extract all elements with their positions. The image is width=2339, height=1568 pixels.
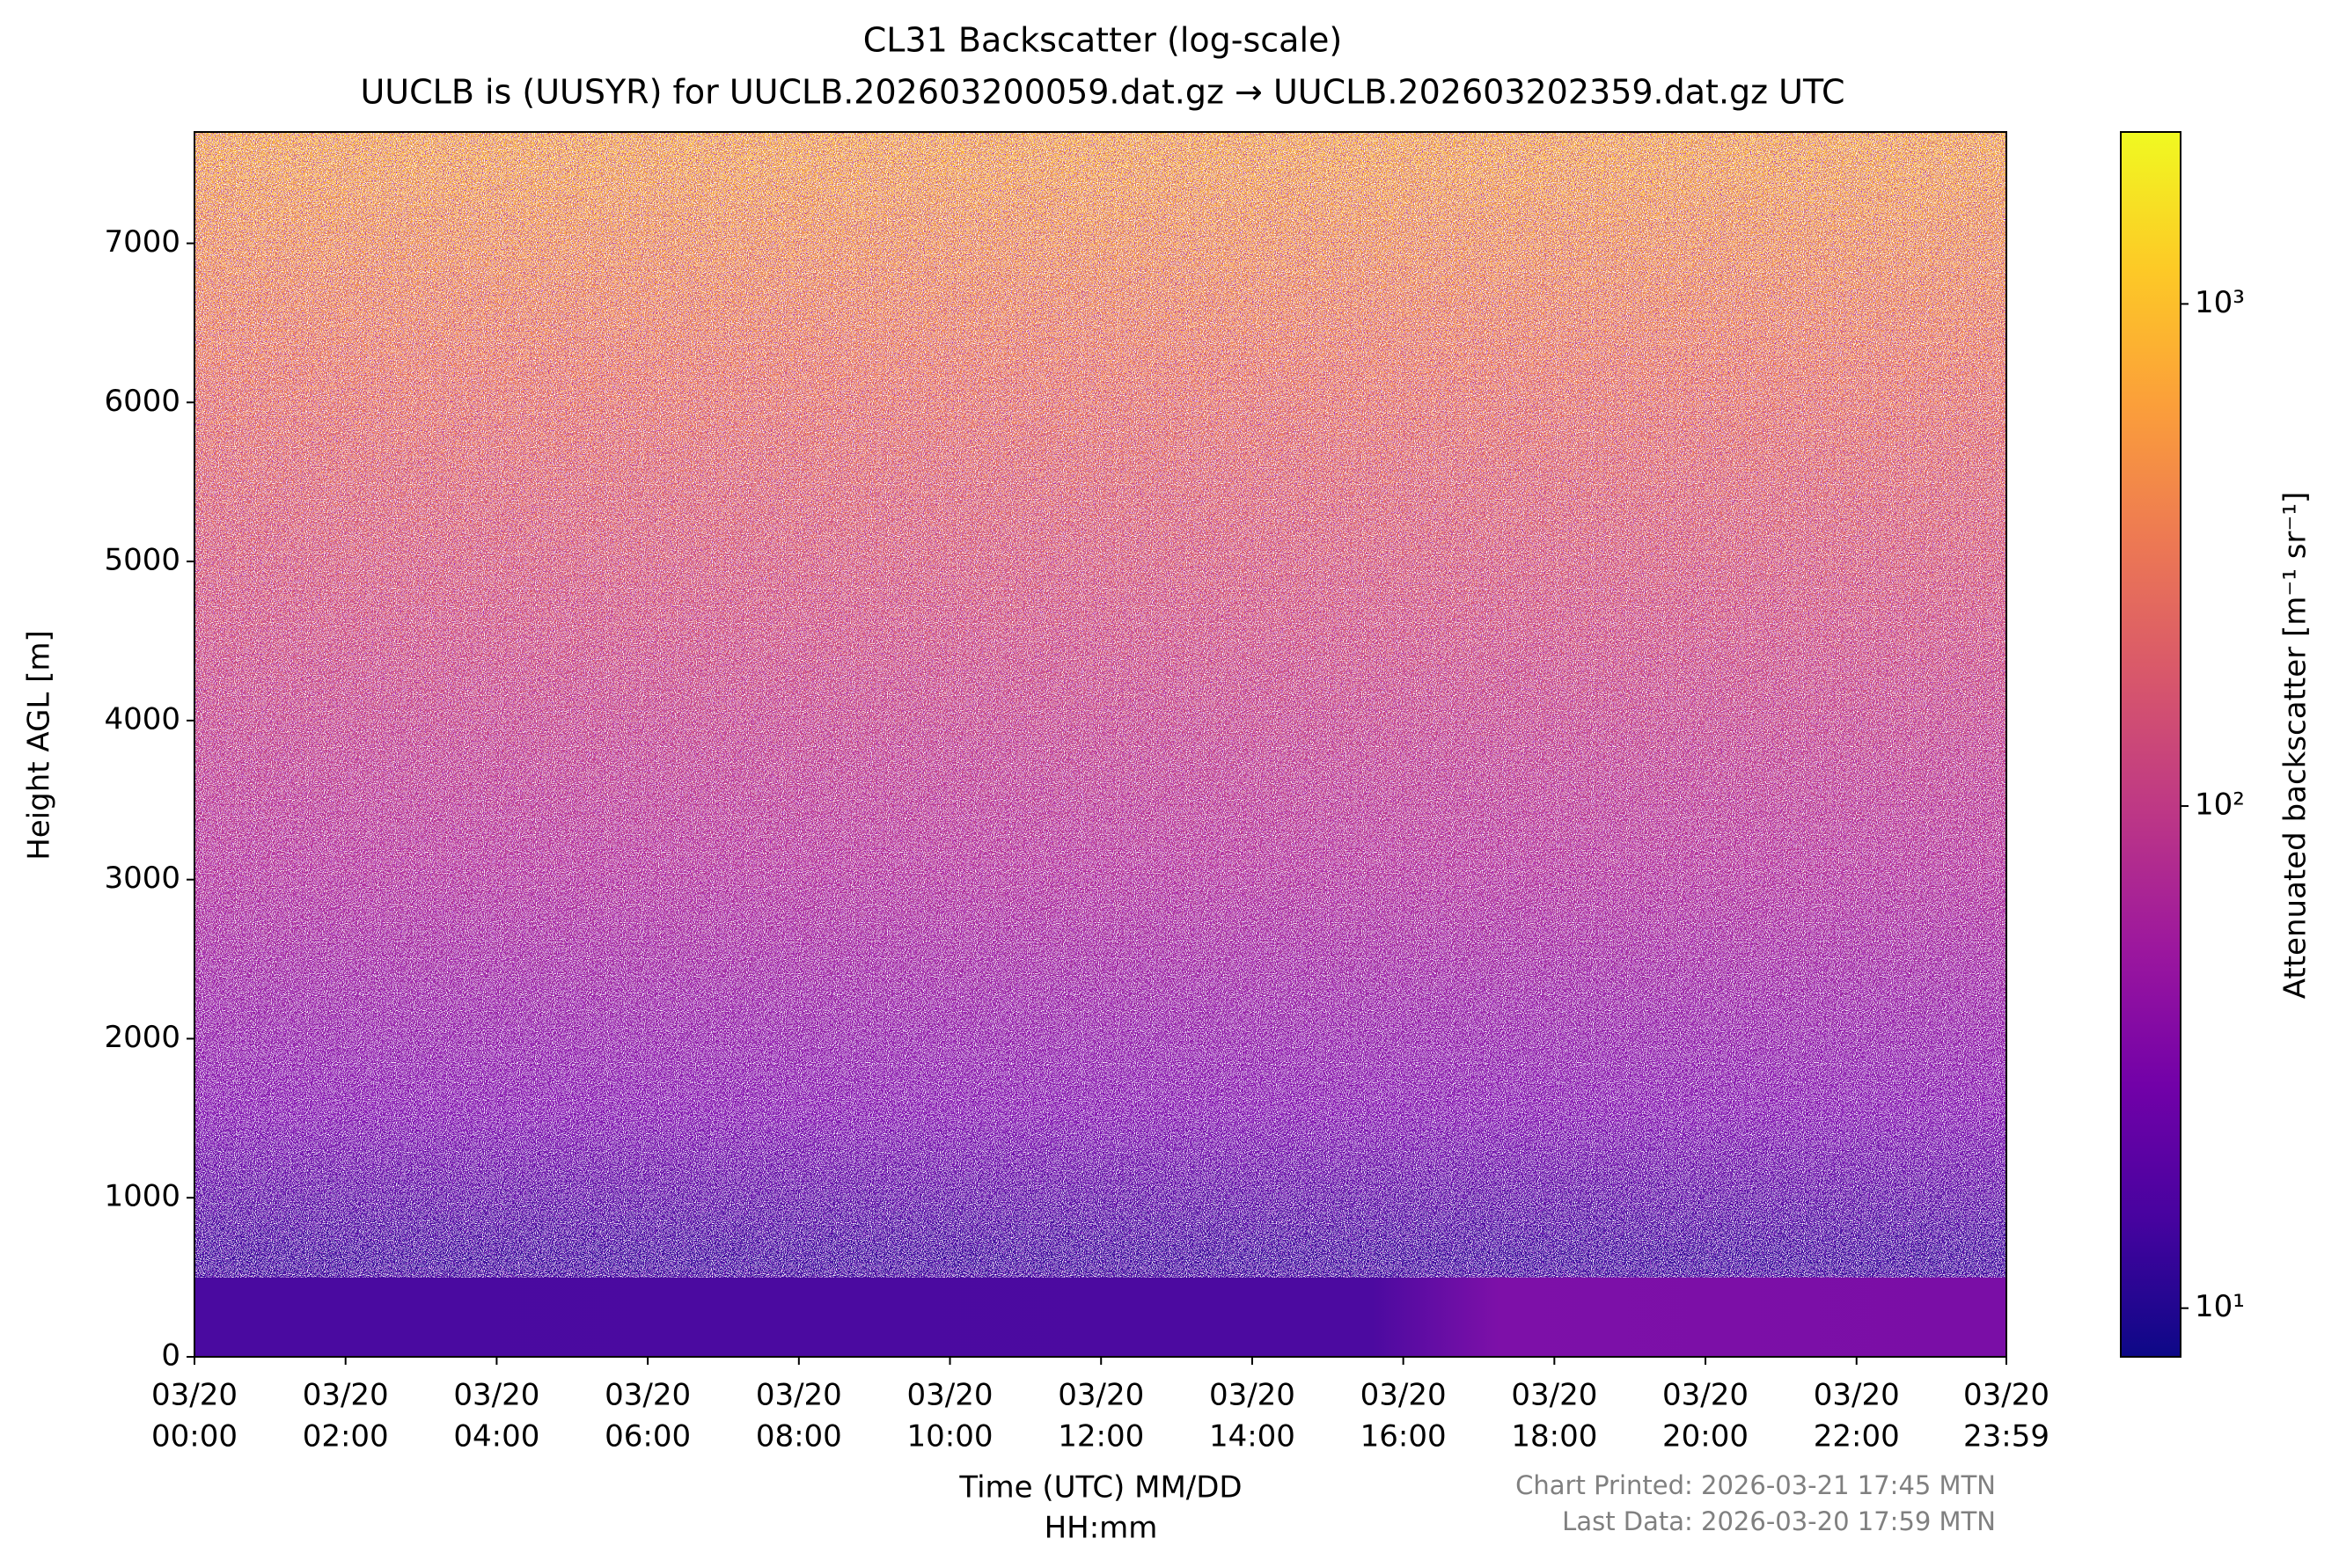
x-tick-label: 10:00: [907, 1419, 994, 1454]
chart-subtitle: UUCLB is (UUSYR) for UUCLB.202603200059.…: [360, 73, 1844, 112]
y-tick-label: 2000: [104, 1020, 180, 1055]
y-tick-label: 6000: [104, 384, 180, 419]
x-tick-label: 03/20: [1058, 1378, 1144, 1413]
x-tick-label: 04:00: [453, 1419, 539, 1454]
chart-title: CL31 Backscatter (log-scale): [863, 21, 1342, 60]
x-tick-label: 22:00: [1814, 1419, 1900, 1454]
x-tick-label: 03/20: [605, 1378, 691, 1413]
x-tick-label: 03/20: [1511, 1378, 1597, 1413]
x-tick-label: 02:00: [303, 1419, 389, 1454]
y-tick-label: 7000: [104, 224, 180, 260]
footnote: Last Data: 2026-03-20 17:59 MTN: [1562, 1506, 1996, 1536]
x-tick-label: 03/20: [907, 1378, 994, 1413]
x-tick-label: 00:00: [151, 1419, 238, 1454]
y-tick-label: 5000: [104, 543, 180, 578]
colorbar-tick-label: 10¹: [2195, 1289, 2245, 1324]
x-tick-label: 06:00: [605, 1419, 691, 1454]
x-axis-label: Time (UTC) MM/DD: [958, 1470, 1242, 1506]
colorbar: [2120, 131, 2181, 1358]
colorbar-tick-label: 10³: [2195, 285, 2245, 320]
heatmap-noise: [194, 132, 2006, 1278]
y-tick-label: 0: [161, 1338, 180, 1374]
footnote: Chart Printed: 2026-03-21 17:45 MTN: [1515, 1470, 1996, 1500]
x-tick-label: 03/20: [1209, 1378, 1295, 1413]
colorbar-label: Attenuated backscatter [m⁻¹ sr⁻¹]: [2278, 492, 2313, 1000]
x-tick-label: 20:00: [1662, 1419, 1749, 1454]
colorbar-tick-label: 10²: [2195, 788, 2245, 823]
x-tick-label: 23:59: [1963, 1419, 2049, 1454]
x-tick-label: 08:00: [756, 1419, 842, 1454]
heatmap-field: [194, 1277, 2006, 1357]
x-tick-label: 03/20: [151, 1378, 238, 1413]
y-axis-label: Height AGL [m]: [22, 630, 57, 861]
x-tick-label: 18:00: [1511, 1419, 1597, 1454]
x-tick-label: 03/20: [1360, 1378, 1447, 1413]
x-tick-label: 03/20: [1963, 1378, 2049, 1413]
x-tick-label: 03/20: [756, 1378, 842, 1413]
x-tick-label: 03/20: [1814, 1378, 1900, 1413]
heatmap: [194, 132, 2006, 1357]
x-tick-label: 14:00: [1209, 1419, 1295, 1454]
x-tick-label: 12:00: [1058, 1419, 1144, 1454]
x-tick-label: 16:00: [1360, 1419, 1447, 1454]
x-tick-label: 03/20: [1662, 1378, 1749, 1413]
x-tick-label: 03/20: [453, 1378, 539, 1413]
x-tick-label: 03/20: [303, 1378, 389, 1413]
y-tick-label: 1000: [104, 1179, 180, 1214]
x-axis-label: HH:mm: [1045, 1511, 1158, 1546]
y-tick-label: 4000: [104, 701, 180, 736]
y-tick-label: 3000: [104, 861, 180, 896]
